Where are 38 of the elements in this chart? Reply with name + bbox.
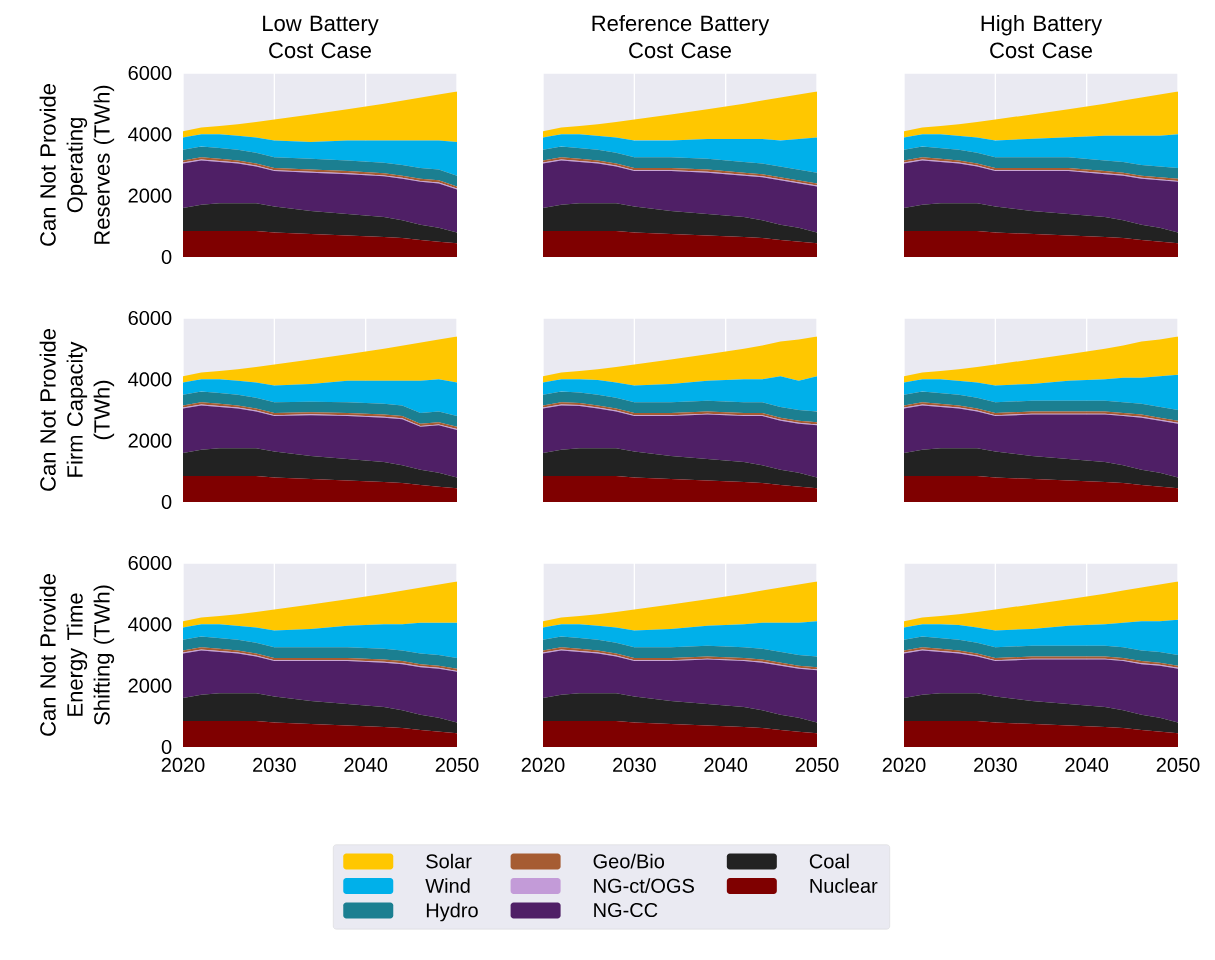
x-tick-label: 2050 xyxy=(795,757,839,772)
x-tick-label: 2030 xyxy=(613,757,656,772)
y-tick-label: 2000 xyxy=(128,188,172,203)
chart-title: Reference Battery Cost Case xyxy=(592,14,770,59)
legend-label: Solar xyxy=(426,853,472,869)
y-tick-label: 0 xyxy=(161,494,172,510)
y-axis-title: Can Not Provide Firm Capacity (TWh) xyxy=(39,329,115,491)
legend-label: Geo/Bio xyxy=(593,853,665,869)
x-tick-label: 2020 xyxy=(882,757,926,772)
x-tick-label: 2030 xyxy=(253,757,296,772)
x-tick-label: 2040 xyxy=(1065,757,1109,772)
y-tick-label: 0 xyxy=(161,739,172,755)
x-tick-label: 2030 xyxy=(974,757,1017,772)
x-tick-label: 2040 xyxy=(344,757,388,772)
x-tick-label: 2050 xyxy=(1156,757,1200,772)
chart-title: High Battery Cost Case xyxy=(981,14,1103,59)
legend-label: Coal xyxy=(809,853,849,869)
legend-label: NG-ct/OGS xyxy=(594,878,694,893)
x-tick-label: 2040 xyxy=(704,757,748,772)
y-tick-label: 0 xyxy=(161,249,172,265)
legend-label: NG-CC xyxy=(594,902,658,918)
legend-label: Hydro xyxy=(426,902,478,922)
y-tick-label: 6000 xyxy=(128,65,172,81)
y-tick-label: 2000 xyxy=(128,678,172,693)
x-tick-label: 2050 xyxy=(435,757,479,772)
x-tick-label: 2020 xyxy=(521,757,565,772)
y-tick-label: 4000 xyxy=(128,127,172,142)
y-tick-label: 2000 xyxy=(128,433,172,448)
y-tick-label: 4000 xyxy=(128,617,172,632)
legend-label: Wind xyxy=(425,878,470,893)
y-axis-title: Can Not Provide Energy Time Shifting (TWh) xyxy=(39,574,115,736)
y-tick-label: 6000 xyxy=(128,310,172,326)
y-tick-label: 6000 xyxy=(128,555,172,571)
chart-title: Low Battery Cost Case xyxy=(263,15,379,59)
y-tick-label: 4000 xyxy=(128,372,172,387)
y-axis-title: Can Not Provide Operating Reserves (TWh) xyxy=(39,84,115,246)
legend-label: Nuclear xyxy=(810,878,878,893)
x-tick-label: 2020 xyxy=(161,757,205,772)
